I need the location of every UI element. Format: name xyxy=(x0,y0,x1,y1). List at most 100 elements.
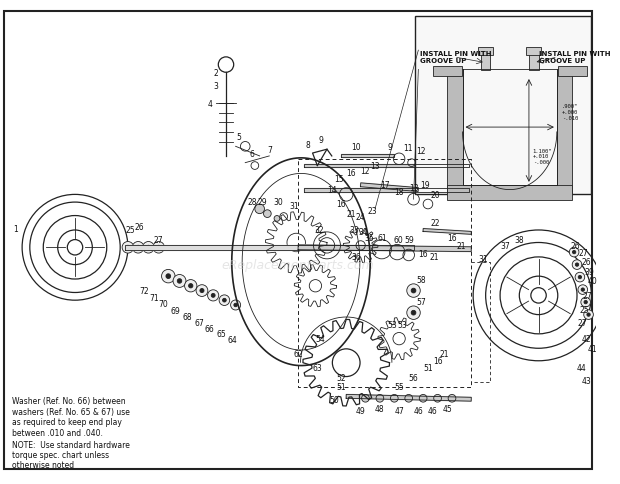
Circle shape xyxy=(264,211,271,218)
Circle shape xyxy=(584,310,593,320)
Text: 31: 31 xyxy=(290,202,299,211)
Text: 21: 21 xyxy=(430,253,440,262)
Text: 61: 61 xyxy=(378,234,388,242)
Circle shape xyxy=(211,294,215,298)
Circle shape xyxy=(434,394,441,402)
Circle shape xyxy=(173,275,186,288)
Bar xyxy=(557,70,572,195)
Text: 35: 35 xyxy=(365,234,374,242)
Text: 51: 51 xyxy=(337,382,346,392)
Circle shape xyxy=(361,394,370,402)
Text: 5: 5 xyxy=(236,133,241,142)
Text: 67: 67 xyxy=(194,318,204,327)
Text: 9: 9 xyxy=(387,142,392,151)
Text: 68: 68 xyxy=(183,312,192,321)
Text: 51: 51 xyxy=(423,363,433,372)
Text: 24: 24 xyxy=(356,212,365,222)
Text: 10: 10 xyxy=(351,142,361,151)
Polygon shape xyxy=(304,188,469,192)
Circle shape xyxy=(584,301,587,304)
Text: 54: 54 xyxy=(316,334,325,344)
Text: 30: 30 xyxy=(273,197,283,206)
Text: 62: 62 xyxy=(293,349,303,358)
Text: 38: 38 xyxy=(515,236,524,244)
Text: 7: 7 xyxy=(267,145,272,154)
Text: 29: 29 xyxy=(258,197,267,206)
Circle shape xyxy=(255,205,265,214)
Circle shape xyxy=(188,284,193,288)
Circle shape xyxy=(208,290,219,302)
Circle shape xyxy=(578,276,582,279)
Text: 12: 12 xyxy=(361,166,370,176)
Text: 16: 16 xyxy=(447,234,457,242)
Circle shape xyxy=(376,394,384,402)
Circle shape xyxy=(572,251,576,254)
Text: 43: 43 xyxy=(582,376,591,385)
Text: 66: 66 xyxy=(205,324,215,333)
Circle shape xyxy=(177,279,182,284)
Polygon shape xyxy=(346,394,471,401)
Polygon shape xyxy=(298,245,471,252)
Text: 4: 4 xyxy=(207,99,212,108)
Text: 63: 63 xyxy=(312,363,322,372)
Text: 21: 21 xyxy=(346,210,356,219)
Text: 26: 26 xyxy=(135,222,144,231)
Text: 60: 60 xyxy=(393,236,403,244)
Circle shape xyxy=(587,313,590,317)
Text: 46: 46 xyxy=(414,407,423,415)
Circle shape xyxy=(223,299,226,302)
Circle shape xyxy=(575,272,585,282)
Text: 34: 34 xyxy=(358,228,368,237)
Text: 12: 12 xyxy=(417,146,426,155)
Circle shape xyxy=(162,270,175,283)
Text: 26: 26 xyxy=(570,242,580,250)
Circle shape xyxy=(581,298,590,307)
Text: 65: 65 xyxy=(216,330,226,339)
Text: 27: 27 xyxy=(154,236,164,244)
Text: 53: 53 xyxy=(388,320,397,329)
Circle shape xyxy=(411,311,416,316)
Polygon shape xyxy=(304,164,469,168)
Text: 57: 57 xyxy=(417,297,426,306)
Circle shape xyxy=(166,274,170,279)
Text: 26: 26 xyxy=(582,257,591,267)
Circle shape xyxy=(143,242,154,254)
Text: 16: 16 xyxy=(346,168,356,178)
Text: 27: 27 xyxy=(583,291,592,300)
Circle shape xyxy=(200,289,204,293)
Bar xyxy=(433,67,462,77)
Circle shape xyxy=(407,284,420,298)
Text: 23: 23 xyxy=(368,207,377,216)
Circle shape xyxy=(136,246,140,250)
Text: 49: 49 xyxy=(356,407,366,415)
Text: 2: 2 xyxy=(213,69,218,77)
Text: 17: 17 xyxy=(380,181,389,190)
Text: 36: 36 xyxy=(351,253,361,262)
Bar xyxy=(447,70,463,195)
Circle shape xyxy=(234,303,237,307)
Text: 53: 53 xyxy=(397,320,407,329)
Text: 70: 70 xyxy=(159,299,169,308)
Bar xyxy=(526,48,541,56)
Bar xyxy=(415,17,591,195)
Circle shape xyxy=(405,394,412,402)
Text: 44: 44 xyxy=(577,363,587,372)
Circle shape xyxy=(133,242,144,254)
Text: 1.100"
+.010
-.000: 1.100" +.010 -.000 xyxy=(533,148,552,165)
Text: NOTE:  Use standard hardware
torque spec. chart unless
otherwise noted: NOTE: Use standard hardware torque spec.… xyxy=(12,440,130,469)
Circle shape xyxy=(126,246,130,250)
Bar xyxy=(481,54,490,71)
Text: 72: 72 xyxy=(140,287,149,295)
Circle shape xyxy=(146,246,151,250)
Bar xyxy=(558,67,587,77)
Circle shape xyxy=(448,394,456,402)
Text: 33: 33 xyxy=(349,226,359,235)
Text: 13: 13 xyxy=(409,184,419,193)
Text: 6: 6 xyxy=(249,149,254,158)
Text: 16: 16 xyxy=(337,199,346,208)
Text: 59: 59 xyxy=(405,236,415,244)
Text: 21: 21 xyxy=(440,349,449,358)
Text: Washer (Ref. No. 66) between
washers (Ref. No. 65 & 67) use
as required to keep : Washer (Ref. No. 66) between washers (Re… xyxy=(12,396,130,437)
Circle shape xyxy=(407,306,420,320)
Text: 42: 42 xyxy=(582,334,591,344)
